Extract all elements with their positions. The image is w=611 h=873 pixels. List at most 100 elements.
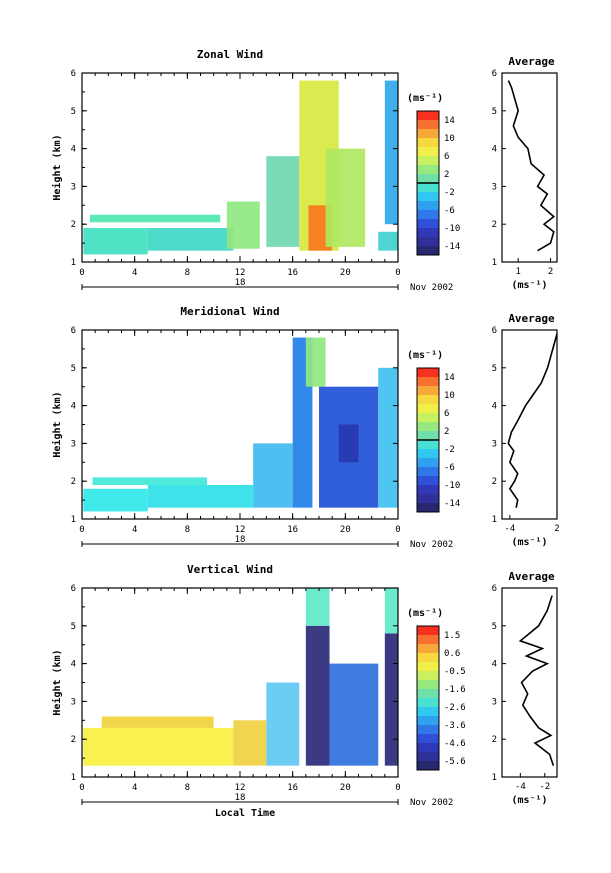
colorbar-segment bbox=[417, 743, 439, 753]
heatmap-region bbox=[338, 424, 359, 463]
y-axis-label: Height (km) bbox=[51, 134, 63, 200]
y-tick-label: 6 bbox=[71, 69, 76, 79]
profile-y-tick-label: 4 bbox=[492, 145, 497, 155]
x-axis-label: Local Time bbox=[215, 807, 275, 819]
colorbar-segment bbox=[417, 494, 439, 504]
colorbar-segment bbox=[417, 395, 439, 405]
colorbar-label: -2 bbox=[444, 445, 455, 455]
profile-x-axis-label: (ms⁻¹) bbox=[511, 280, 547, 291]
colorbar-unit: (ms⁻¹) bbox=[407, 93, 443, 104]
colorbar-segment bbox=[417, 689, 439, 699]
colorbar-label: -0.5 bbox=[444, 667, 466, 677]
profile-y-tick-label: 3 bbox=[492, 182, 497, 192]
profile-line bbox=[518, 595, 555, 766]
colorbar-segment bbox=[417, 662, 439, 672]
profile-x-tick-label: 1 bbox=[515, 267, 520, 277]
colorbar-segment bbox=[417, 734, 439, 744]
profile-x-tick-label: 2 bbox=[548, 267, 553, 277]
heatmap-region bbox=[378, 367, 398, 508]
colorbar-segment bbox=[417, 752, 439, 762]
y-tick-label: 6 bbox=[71, 584, 76, 594]
colorbar-label: 10 bbox=[444, 134, 455, 144]
colorbar-label: -1.6 bbox=[444, 685, 466, 695]
x-tick-label: 16 bbox=[287, 783, 298, 793]
heatmap-region bbox=[92, 477, 208, 485]
colorbar-unit: (ms⁻¹) bbox=[407, 608, 443, 619]
profile-line bbox=[507, 333, 558, 508]
y-tick-label: 1 bbox=[71, 773, 76, 783]
colorbar-label: -10 bbox=[444, 481, 460, 491]
colorbar-segment bbox=[417, 129, 439, 139]
x-tick-label: 4 bbox=[132, 525, 137, 535]
date-month-year-label: Nov 2002 bbox=[410, 540, 453, 550]
colorbar-label: -14 bbox=[444, 242, 460, 252]
heatmap-region bbox=[305, 337, 326, 387]
profile-frame bbox=[501, 72, 558, 263]
colorbar-segment bbox=[417, 219, 439, 229]
x-tick-label: 0 bbox=[79, 525, 84, 535]
colorbar-segment bbox=[417, 644, 439, 654]
y-tick-label: 2 bbox=[71, 477, 76, 487]
heatmap-region bbox=[329, 663, 379, 766]
y-tick-label: 2 bbox=[71, 735, 76, 745]
colorbar-segment bbox=[417, 413, 439, 423]
profile-y-tick-label: 3 bbox=[492, 697, 497, 707]
colorbar-label: 6 bbox=[444, 152, 449, 162]
colorbar-label: 14 bbox=[444, 116, 455, 126]
colorbar-label: 14 bbox=[444, 373, 455, 383]
y-tick-label: 4 bbox=[71, 402, 76, 412]
colorbar-segment bbox=[417, 386, 439, 396]
colorbar-segment bbox=[417, 156, 439, 166]
colorbar-segment bbox=[417, 458, 439, 468]
colorbar-label: 2 bbox=[444, 427, 449, 437]
profile-frame bbox=[501, 587, 558, 778]
colorbar-segment bbox=[417, 147, 439, 157]
profile-title: Average bbox=[508, 55, 555, 68]
colorbar-label: -6 bbox=[444, 463, 455, 473]
x-tick-label: 4 bbox=[132, 783, 137, 793]
profile-x-tick-label: -4 bbox=[504, 524, 515, 534]
profile-x-tick-label: -2 bbox=[539, 782, 550, 792]
colorbar-unit: (ms⁻¹) bbox=[407, 350, 443, 361]
y-tick-label: 3 bbox=[71, 697, 76, 707]
profile-y-tick-label: 5 bbox=[492, 622, 497, 632]
colorbar-segment bbox=[417, 485, 439, 495]
colorbar-segment bbox=[417, 422, 439, 432]
colorbar-label: 0.6 bbox=[444, 649, 460, 659]
heatmap-region bbox=[253, 443, 293, 508]
heatmap-region bbox=[83, 727, 234, 766]
x-tick-label: 12 bbox=[235, 268, 246, 278]
x-tick-label: 20 bbox=[340, 525, 351, 535]
colorbar-label: -2.6 bbox=[444, 703, 466, 713]
profile-title: Average bbox=[508, 312, 555, 325]
colorbar-segment bbox=[417, 698, 439, 708]
colorbar-segment bbox=[417, 653, 439, 663]
heatmap-region bbox=[384, 80, 398, 225]
x-tick-label: 16 bbox=[287, 268, 298, 278]
profile-frame bbox=[501, 329, 558, 520]
x-tick-label: 4 bbox=[132, 268, 137, 278]
y-tick-label: 1 bbox=[71, 515, 76, 525]
colorbar-segment bbox=[417, 725, 439, 735]
colorbar-segment bbox=[417, 467, 439, 477]
date-day-label: 18 bbox=[235, 278, 246, 288]
colorbar-segment bbox=[417, 237, 439, 247]
profile-y-tick-label: 1 bbox=[492, 258, 497, 268]
profile-x-tick-label: 2 bbox=[554, 524, 559, 534]
profile-y-tick-label: 5 bbox=[492, 364, 497, 374]
colorbar-segment bbox=[417, 377, 439, 387]
colorbar-label: 1.5 bbox=[444, 631, 460, 641]
colorbar-segment bbox=[417, 707, 439, 717]
profile-y-tick-label: 1 bbox=[492, 773, 497, 783]
panel-title: Zonal Wind bbox=[197, 48, 263, 61]
x-tick-label: 0 bbox=[395, 525, 400, 535]
heatmap-region bbox=[305, 588, 330, 626]
profile-y-tick-label: 1 bbox=[492, 515, 497, 525]
colorbar-segment bbox=[417, 111, 439, 121]
x-tick-label: 16 bbox=[287, 525, 298, 535]
x-tick-label: 20 bbox=[340, 268, 351, 278]
colorbar-segment bbox=[417, 680, 439, 690]
profile-y-tick-label: 6 bbox=[492, 326, 497, 336]
